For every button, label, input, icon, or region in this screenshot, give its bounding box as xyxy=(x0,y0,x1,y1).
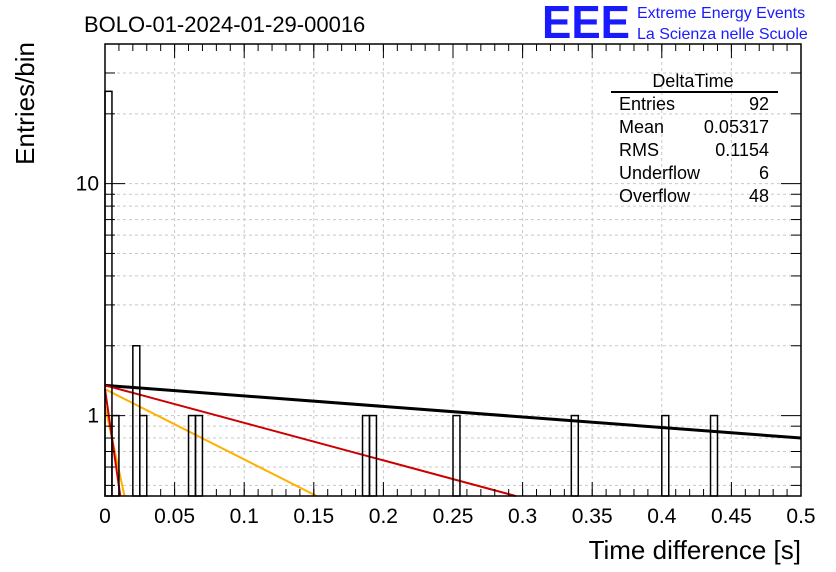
axis-ticks xyxy=(104,43,802,496)
stats-rows: Entries 92 Mean 0.05317 RMS 0.1154 Underflow 6 O… xyxy=(619,94,769,206)
stats-value: 48 xyxy=(749,186,769,206)
histogram-bin xyxy=(187,414,197,497)
stats-name: DeltaTime xyxy=(652,71,733,91)
histogram-bin xyxy=(709,414,719,497)
histogram-bin xyxy=(452,414,461,497)
histogram-bin xyxy=(139,414,148,497)
x-tick-label: 0.35 xyxy=(572,505,613,528)
run-title: BOLO-01-2024-01-29-00016 xyxy=(84,12,365,37)
eee-logo: EEE xyxy=(542,0,630,48)
stats-value: 92 xyxy=(749,94,769,114)
stats-label: Entries xyxy=(619,94,675,114)
stats-label: RMS xyxy=(619,140,659,160)
x-tick-label: 0 xyxy=(99,505,111,528)
stats-label: Overflow xyxy=(619,186,691,206)
x-tick-label: 0.2 xyxy=(369,505,398,528)
y-axis-title: Entries/bin xyxy=(10,42,40,165)
y-tick-label: 10 xyxy=(76,173,99,196)
histogram-bin xyxy=(368,414,378,497)
logo-line-1: Extreme Energy Events xyxy=(637,5,805,22)
fit-line xyxy=(104,383,802,440)
x-axis-title: Time difference [s] xyxy=(589,535,801,565)
stats-label: Mean xyxy=(619,117,664,137)
x-tick-label: 0.1 xyxy=(230,505,259,528)
fit-line xyxy=(104,388,318,497)
x-tick-label: 0.15 xyxy=(293,505,334,528)
stats-value: 6 xyxy=(759,163,769,183)
histogram-bin xyxy=(194,414,204,497)
histogram-bin xyxy=(132,345,141,497)
stats-value: 0.1154 xyxy=(715,140,769,160)
stats-label: Underflow xyxy=(619,163,701,183)
x-tick-label: 0.45 xyxy=(711,505,752,528)
histogram-bin xyxy=(570,414,580,497)
fit-line xyxy=(104,384,516,497)
x-tick-label: 0.3 xyxy=(508,505,537,528)
tick-labels: 0 0.05 0.1 0.15 0.2 0.25 0.3 0.35 0.4 0.45 0.5 1 10 xyxy=(76,173,816,528)
logo-line-2: La Scienza nelle Scuole xyxy=(637,26,808,43)
y-tick-label: 1 xyxy=(87,405,99,428)
stats-box: DeltaTime Entries 92 Mean 0.05317 RMS 0.1154 U… xyxy=(611,71,778,206)
x-tick-label: 0.05 xyxy=(154,505,195,528)
x-tick-label: 0.25 xyxy=(433,505,474,528)
x-tick-label: 0.5 xyxy=(786,505,815,528)
x-tick-label: 0.4 xyxy=(647,505,677,528)
stats-value: 0.05317 xyxy=(704,117,769,137)
